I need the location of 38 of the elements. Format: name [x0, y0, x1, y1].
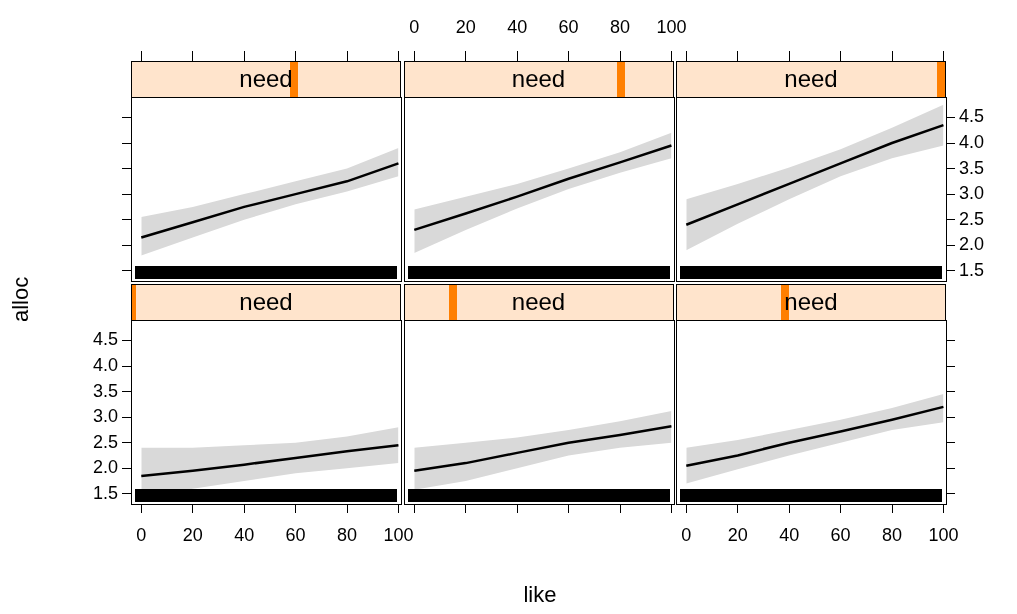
y-tick-label: 3.5 — [92, 380, 118, 401]
x-tick-label: 100 — [383, 524, 414, 545]
x-tick-label: 60 — [830, 524, 851, 545]
y-tick-label: 1.5 — [92, 482, 118, 503]
chart-title: need — [238, 288, 294, 316]
x-tick-label: 20 — [727, 524, 748, 545]
y-tick-label: 2.5 — [92, 431, 118, 452]
x-tick-label: 40 — [506, 17, 527, 38]
x-tick-label: 80 — [336, 524, 358, 545]
y-tick-label: 4.5 — [92, 329, 118, 350]
y-tick-label: 3.0 — [92, 406, 118, 427]
x-tick-label: 80 — [881, 524, 903, 545]
x-tick-label: 60 — [285, 524, 306, 545]
x-tick-label: 100 — [655, 17, 686, 38]
y-tick-label: 2.0 — [92, 457, 118, 478]
x-tick-label: 0 — [408, 17, 419, 38]
x-tick-label: 40 — [779, 524, 800, 545]
y-axis-title: alloc — [8, 276, 33, 322]
x-tick-label: 0 — [136, 524, 147, 545]
x-tick-label: 20 — [455, 17, 476, 38]
x-tick-label: 80 — [609, 17, 630, 38]
y-tick-label: 4.0 — [92, 354, 118, 375]
x-axis-title: like — [522, 582, 558, 608]
y-tick-label: 4.5 — [959, 106, 985, 127]
x-tick-label: 0 — [681, 524, 692, 545]
y-tick-label: 4.0 — [959, 131, 985, 152]
y-tick-label: 1.5 — [959, 259, 985, 280]
chart-title: need — [510, 288, 567, 316]
x-tick-label: 40 — [234, 524, 255, 545]
x-tick-label: 100 — [928, 524, 959, 545]
y-tick-label: 2.0 — [959, 234, 985, 255]
x-tick-label: 60 — [558, 17, 579, 38]
y-tick-label: 2.5 — [959, 208, 985, 229]
chart-title: need — [783, 65, 839, 93]
x-tick-label: 20 — [182, 524, 203, 545]
y-tick-label: 3.5 — [959, 157, 985, 178]
chart-title: need — [510, 65, 567, 93]
y-tick-label: 3.0 — [959, 183, 985, 204]
